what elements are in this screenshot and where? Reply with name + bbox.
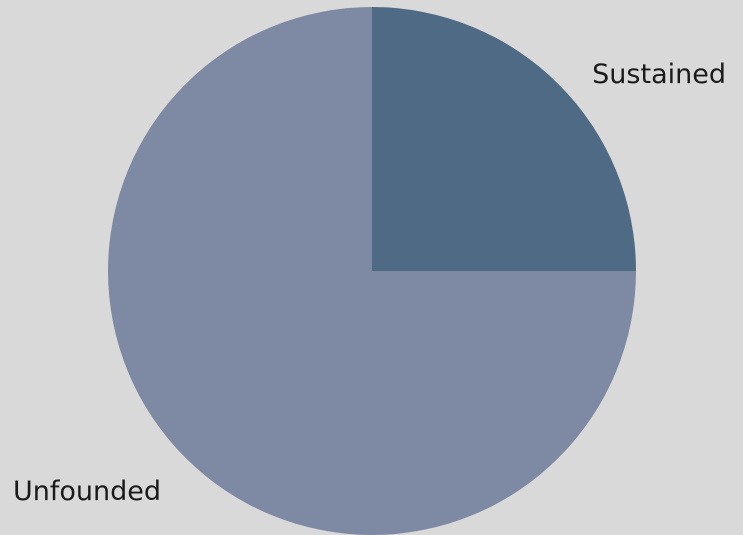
pie-slice-sustained	[372, 7, 636, 271]
pie-slices	[108, 7, 636, 535]
pie-slice-unfounded	[108, 7, 636, 535]
slice-label-sustained: Sustained	[592, 59, 726, 90]
pie-labels: Sustained Unfounded	[13, 59, 726, 507]
slice-label-unfounded: Unfounded	[13, 476, 161, 507]
